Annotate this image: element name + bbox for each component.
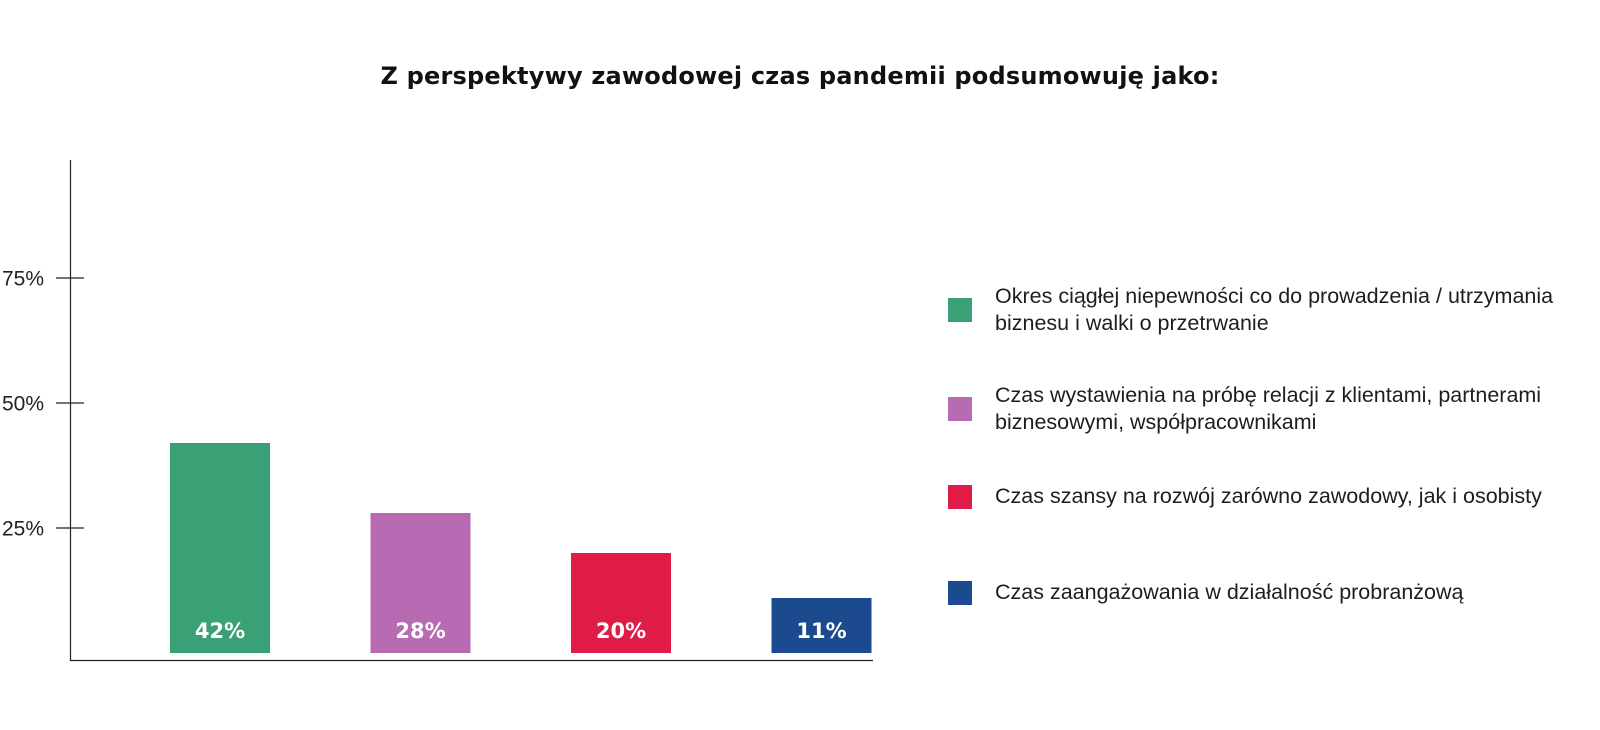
legend-label: Czas wystawienia na próbę relacji z klie… <box>995 383 1542 434</box>
legend-item: Okres ciągłej niepewności co do prowadze… <box>948 283 1555 337</box>
bar-value-label: 20% <box>596 619 646 643</box>
y-tick-label: 50% <box>2 393 44 416</box>
y-tick-label: 75% <box>2 268 44 291</box>
legend-swatch <box>948 298 972 322</box>
y-tick-label: 25% <box>2 518 44 541</box>
chart-axes <box>69 160 873 662</box>
bar <box>771 598 872 653</box>
legend-swatch <box>948 484 972 509</box>
bar <box>170 443 270 653</box>
legend-label: Czas zaangażowania w działalność probran… <box>995 580 1464 604</box>
bar-value-label: 28% <box>395 619 445 643</box>
bar-value-label: 11% <box>796 619 846 643</box>
legend-swatch <box>948 580 972 605</box>
chart-title: Z perspektywy zawodowej czas pandemii po… <box>380 62 1220 90</box>
legend-item: Czas szansy na rozwój zarówno zawodowy, … <box>948 483 1555 510</box>
y-ticks: 25% 50% 75% <box>2 268 84 541</box>
legend-swatch <box>948 397 972 421</box>
legend-item: Czas wystawienia na próbę relacji z klie… <box>948 382 1555 436</box>
bar-value-label: 42% <box>195 619 245 643</box>
legend-item: Czas zaangażowania w działalność probran… <box>948 579 1555 606</box>
bar <box>571 553 671 653</box>
bar <box>370 513 471 653</box>
legend-label: Okres ciągłej niepewności co do prowadze… <box>995 284 1554 335</box>
bars <box>170 443 872 653</box>
bar-value-labels: 42% 28% 20% 11% <box>195 619 847 643</box>
legend-label: Czas szansy na rozwój zarówno zawodowy, … <box>995 484 1542 508</box>
